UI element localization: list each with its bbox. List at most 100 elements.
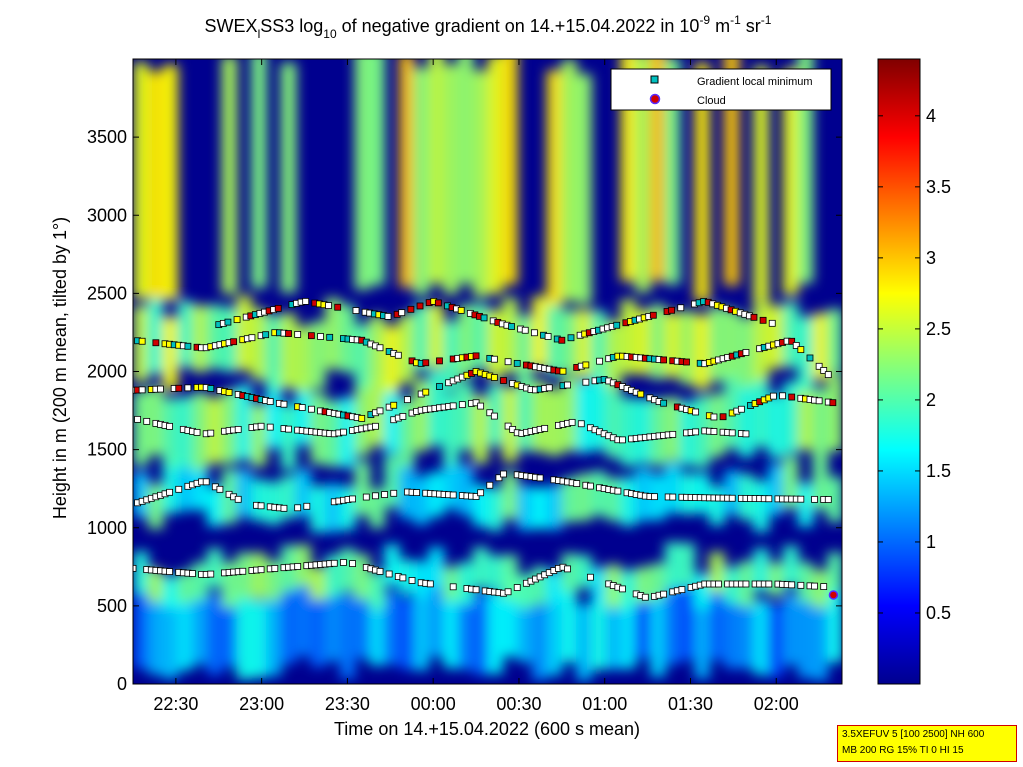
cloud-marker	[828, 590, 839, 600]
gradient-minimum-marker	[280, 400, 288, 408]
gradient-minimum-marker	[458, 401, 466, 409]
heatmap-cell	[635, 398, 651, 464]
heatmap-cell	[221, 390, 238, 464]
heatmap-cell	[664, 59, 681, 285]
heatmap-cell	[753, 376, 770, 448]
heatmap-cell	[753, 548, 770, 591]
heatmap-cell	[782, 456, 799, 509]
gradient-minimum-marker	[390, 401, 398, 409]
y-tick-label: 2500	[87, 283, 127, 303]
gradient-minimum-marker	[797, 346, 805, 354]
heatmap-cell	[620, 398, 637, 467]
heatmap-cell	[635, 59, 651, 293]
gradient-minimum-marker	[669, 430, 677, 438]
heatmap-cell	[236, 295, 253, 371]
heatmap-cell	[310, 591, 327, 668]
gradient-minimum-marker	[436, 357, 443, 365]
gradient-minimum-marker	[294, 331, 302, 338]
gradient-minimum-marker	[138, 386, 146, 394]
gradient-minimum-marker	[587, 573, 594, 581]
gradient-minimum-marker	[457, 306, 465, 314]
gradient-minimum-marker	[619, 585, 626, 593]
gradient-minimum-marker	[513, 584, 521, 591]
heatmap-cell	[502, 59, 519, 285]
gradient-minimum-marker	[302, 297, 310, 305]
gradient-minimum-marker	[134, 415, 141, 423]
x-axis: 22:30 23:00 23:30 00:00 00:30 01:00 01:30 02:00	[153, 59, 799, 714]
gradient-minimum-marker	[500, 377, 507, 384]
heatmap-cell	[768, 305, 784, 369]
heatmap-cell	[694, 473, 711, 514]
gradient-minimum-marker	[513, 359, 521, 367]
gradient-minimum-marker	[303, 502, 311, 510]
title-sub1: l	[258, 27, 261, 41]
heatmap-cell	[709, 486, 725, 526]
heatmap-cell	[354, 554, 371, 600]
heatmap-cell	[753, 66, 770, 303]
gradient-minimum-marker	[376, 344, 384, 352]
heatmap-cell	[133, 551, 149, 593]
gradient-minimum-marker	[490, 355, 498, 363]
heatmap-cell	[339, 486, 356, 531]
heatmap-cell	[162, 316, 179, 390]
gradient-minimum-marker	[649, 311, 657, 319]
heatmap-cell	[487, 487, 504, 532]
heatmap-cell	[457, 465, 474, 516]
title-unit2: sr	[741, 16, 761, 36]
gradient-minimum-marker	[742, 349, 750, 356]
heatmap-cell	[649, 563, 666, 599]
heatmap-cell	[413, 589, 430, 671]
heatmap-cell	[649, 398, 666, 466]
gradient-minimum-marker	[811, 495, 818, 503]
heatmap-cell	[221, 59, 238, 294]
y-tick-label: 3000	[87, 205, 127, 225]
gradient-minimum-marker	[573, 480, 581, 487]
heatmap-cell	[325, 298, 341, 370]
gradient-minimum-marker	[544, 333, 552, 340]
heatmap-cell	[738, 385, 755, 458]
gradient-minimum-marker	[334, 303, 342, 311]
gradient-minimum-marker	[829, 399, 837, 407]
heatmap-cell	[398, 597, 415, 670]
heatmap-cell	[339, 548, 356, 592]
heatmap-cell	[428, 581, 445, 657]
heatmap-cell	[531, 487, 548, 529]
gradient-minimum-marker	[596, 357, 603, 365]
gradient-minimum-marker	[536, 474, 544, 482]
gradient-minimum-marker	[434, 299, 442, 307]
heatmap-cell	[354, 324, 371, 389]
gradient-minimum-marker	[372, 492, 379, 500]
gradient-minimum-marker	[266, 423, 274, 431]
heatmap-cell	[413, 379, 430, 451]
heatmap-cell	[502, 297, 519, 373]
heatmap-cell	[310, 567, 327, 600]
gradient-minimum-marker	[385, 570, 393, 578]
gradient-minimum-marker	[189, 570, 196, 577]
heatmap-cell	[162, 64, 179, 300]
heatmap-cell	[369, 572, 386, 610]
heatmap-cell	[472, 593, 489, 675]
title-unit1: m	[710, 16, 730, 36]
colorbar-tick-label: 4	[926, 106, 936, 126]
heatmap-cell	[576, 309, 592, 378]
gradient-minimum-marker	[294, 504, 302, 512]
heatmap-cell	[398, 314, 415, 383]
heatmap-cell	[827, 308, 842, 373]
heatmap-cell	[443, 460, 459, 509]
gradient-minimum-marker	[372, 422, 379, 430]
heatmap-cell	[177, 300, 194, 368]
gradient-minimum-marker	[820, 583, 828, 590]
gradient-minimum-marker	[504, 358, 512, 366]
heatmap-cell	[768, 562, 784, 596]
gradient-minimum-marker	[399, 574, 407, 582]
heatmap-cell	[295, 326, 312, 392]
heatmap-cell	[546, 599, 563, 676]
gradient-minimum-marker	[326, 333, 334, 341]
gradient-minimum-marker	[815, 397, 823, 405]
legend-marker-gradient-minimum	[650, 75, 659, 84]
colorbar-tick-label: 2	[926, 390, 936, 410]
gradient-minimum-marker	[234, 425, 242, 433]
gradient-minimum-marker	[824, 371, 832, 379]
info-line-2: MB 200 RG 15% TI 0 HI 15	[842, 745, 964, 756]
heatmap-cell	[413, 67, 430, 296]
